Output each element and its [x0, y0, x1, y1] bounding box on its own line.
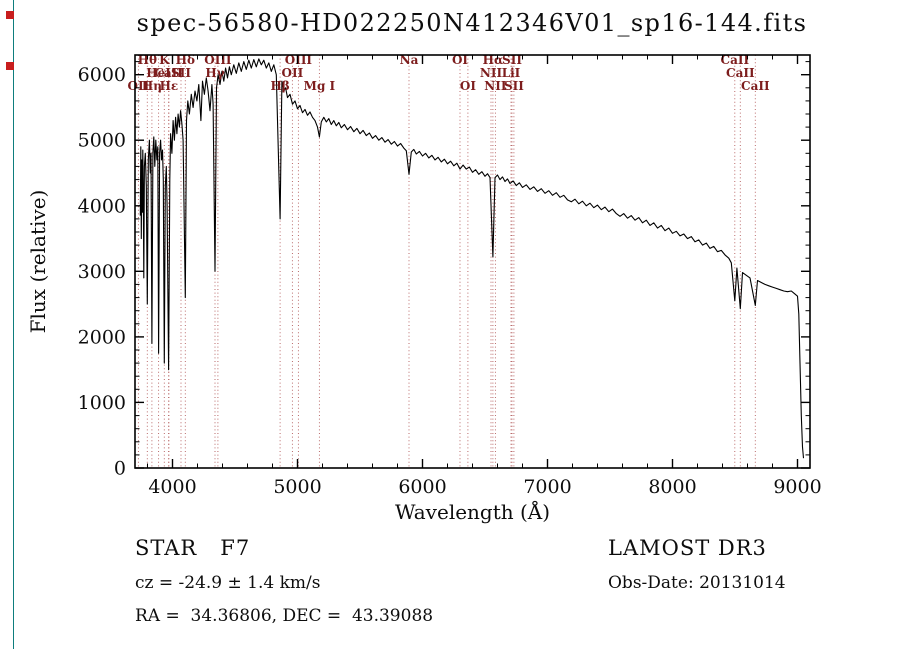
- x-axis-label: Wavelength (Å): [395, 499, 550, 524]
- y-tick-label: 3000: [78, 261, 126, 283]
- y-tick-label: 5000: [78, 130, 126, 152]
- spectral-line-label: OIII: [204, 53, 232, 67]
- spectral-line-label: Hη: [142, 79, 162, 93]
- spectral-line-label: Hθ: [138, 53, 157, 67]
- spectrum-line: [139, 58, 805, 459]
- spectral-line-label: OIII: [285, 53, 313, 67]
- spectral-line-label: Hγ: [205, 66, 224, 80]
- y-axis-label: Flux (relative): [26, 190, 50, 334]
- x-tick-label: 9000: [773, 476, 821, 498]
- y-tick-label: 4000: [78, 195, 126, 217]
- spectral-line-label: Hδ: [176, 53, 195, 67]
- red-marker-square-second: [6, 62, 14, 70]
- x-tick-label: 6000: [398, 476, 446, 498]
- spectral-line-label: Hα: [483, 53, 504, 67]
- spectral-line-label: CaII: [721, 53, 750, 67]
- spectral-line-label: LiI: [502, 66, 521, 80]
- spectral-line-label: NII: [480, 66, 503, 80]
- spectral-line-label: CaII: [741, 79, 770, 93]
- y-tick-label: 6000: [78, 64, 126, 86]
- spectral-line-label: NII: [484, 79, 507, 93]
- spectral-line-label: HeI: [146, 66, 171, 80]
- spectral-line-label: K: [159, 53, 170, 67]
- spectral-line-label: CaII: [154, 66, 183, 80]
- y-tick-label: 2000: [78, 326, 126, 348]
- y-tick-label: 1000: [78, 392, 126, 414]
- x-tick-label: 5000: [273, 476, 321, 498]
- spectral-line-label: CaII: [726, 66, 755, 80]
- spectral-line-label: OI: [460, 79, 476, 93]
- ra-dec-label: RA = 34.36806, DEC = 43.39088: [135, 606, 434, 626]
- y-tick-label: 0: [114, 458, 126, 480]
- survey-label: LAMOST DR3: [608, 536, 767, 560]
- spectral-line-label: Na: [400, 53, 419, 67]
- spectral-line-label: SII: [504, 79, 524, 93]
- x-tick-label: 4000: [148, 476, 196, 498]
- x-tick-label: 8000: [648, 476, 696, 498]
- spectral-line-label: SII: [502, 53, 522, 67]
- classification-label: STAR F7: [135, 536, 251, 560]
- spectral-line-label: OII: [282, 66, 304, 80]
- plot-title: spec-56580-HD022250N412346V01_sp16-144.f…: [136, 9, 808, 37]
- spectral-line-label: SII: [171, 66, 191, 80]
- radial-velocity-label: cz = -24.9 ± 1.4 km/s: [135, 573, 321, 593]
- window-border-line: [13, 0, 14, 649]
- plot-frame: [134, 54, 811, 469]
- spectral-line-label: Hε: [160, 79, 179, 93]
- spectral-line-label: Hβ: [270, 79, 289, 93]
- obs-date-label: Obs-Date: 20131014: [608, 573, 786, 593]
- spectral-line-label: OII: [128, 79, 150, 93]
- spectral-line-label: OI: [452, 53, 468, 67]
- spectral-line-label: Mg I: [304, 79, 336, 93]
- red-marker-square-top: [6, 11, 14, 19]
- x-tick-label: 7000: [523, 476, 571, 498]
